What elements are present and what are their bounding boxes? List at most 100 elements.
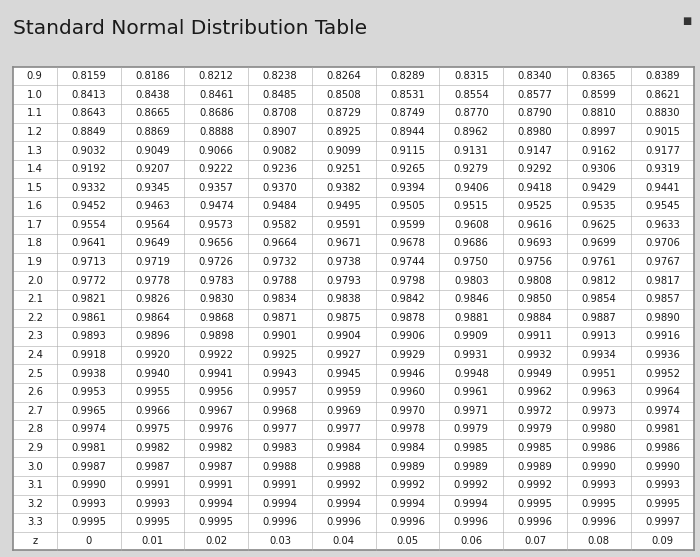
Text: 0.9525: 0.9525 (517, 201, 552, 211)
Text: 0.9957: 0.9957 (262, 387, 298, 397)
Text: 0.9887: 0.9887 (582, 313, 616, 323)
Text: 0.04: 0.04 (332, 536, 355, 546)
Text: 0.9608: 0.9608 (454, 220, 489, 230)
Text: 0.9945: 0.9945 (326, 369, 361, 379)
Text: 0.8980: 0.8980 (518, 127, 552, 137)
Text: 0.9846: 0.9846 (454, 294, 489, 304)
Text: 0.9991: 0.9991 (199, 480, 234, 490)
Text: 0.9995: 0.9995 (135, 517, 170, 527)
Text: 0.9830: 0.9830 (199, 294, 234, 304)
Text: 0.9772: 0.9772 (71, 276, 106, 286)
Text: 2.9: 2.9 (27, 443, 43, 453)
Text: 2.8: 2.8 (27, 424, 43, 434)
Text: 0.9985: 0.9985 (454, 443, 489, 453)
Text: 0.8238: 0.8238 (262, 71, 298, 81)
Text: 0.9941: 0.9941 (199, 369, 234, 379)
Text: 0.9463: 0.9463 (135, 201, 170, 211)
Text: ■: ■ (682, 16, 692, 26)
Text: 0.8997: 0.8997 (581, 127, 616, 137)
Text: 0.9929: 0.9929 (390, 350, 425, 360)
Text: 0.8365: 0.8365 (582, 71, 616, 81)
Text: 0.9931: 0.9931 (454, 350, 489, 360)
Text: 0.9994: 0.9994 (454, 499, 489, 509)
Text: 0.9788: 0.9788 (262, 276, 298, 286)
Text: 0.9292: 0.9292 (517, 164, 552, 174)
Text: 0.9943: 0.9943 (262, 369, 298, 379)
Text: 0.9977: 0.9977 (262, 424, 298, 434)
Text: 0.9: 0.9 (27, 71, 43, 81)
Text: 0.9964: 0.9964 (645, 387, 680, 397)
Text: 0.9963: 0.9963 (581, 387, 616, 397)
Text: 0.9162: 0.9162 (581, 145, 616, 155)
Text: 0.9977: 0.9977 (326, 424, 361, 434)
Text: 0.9761: 0.9761 (581, 257, 616, 267)
Text: 0.9990: 0.9990 (645, 462, 680, 472)
Text: 0.9357: 0.9357 (199, 183, 234, 193)
Text: 0.9959: 0.9959 (326, 387, 361, 397)
Text: 0.9778: 0.9778 (135, 276, 170, 286)
Text: 0.9032: 0.9032 (71, 145, 106, 155)
Bar (13, 67, 694, 550)
Text: 0.9996: 0.9996 (454, 517, 489, 527)
Text: 0.9515: 0.9515 (454, 201, 489, 211)
Text: 0.9177: 0.9177 (645, 145, 680, 155)
Text: 0.9993: 0.9993 (135, 499, 170, 509)
Text: 0.8686: 0.8686 (199, 108, 234, 118)
Text: 0.9767: 0.9767 (645, 257, 680, 267)
Text: 0.9429: 0.9429 (581, 183, 616, 193)
Text: 0.9997: 0.9997 (645, 517, 680, 527)
Text: 0.9656: 0.9656 (199, 238, 234, 248)
Text: 0.9738: 0.9738 (326, 257, 361, 267)
Text: 0.9994: 0.9994 (199, 499, 234, 509)
Text: 0.9857: 0.9857 (645, 294, 680, 304)
Text: 0.9812: 0.9812 (581, 276, 616, 286)
Text: 0.9756: 0.9756 (517, 257, 552, 267)
Text: 0.9564: 0.9564 (135, 220, 170, 230)
Text: 0.9911: 0.9911 (517, 331, 552, 341)
Text: 2.7: 2.7 (27, 406, 43, 416)
Text: 2.2: 2.2 (27, 313, 43, 323)
Text: 0.9990: 0.9990 (71, 480, 106, 490)
Text: 0.9732: 0.9732 (262, 257, 298, 267)
Text: 0.9678: 0.9678 (390, 238, 425, 248)
Text: 0.9996: 0.9996 (326, 517, 361, 527)
Text: 0.9993: 0.9993 (581, 480, 616, 490)
Text: 0.9938: 0.9938 (71, 369, 106, 379)
Text: 0.9834: 0.9834 (262, 294, 298, 304)
Text: 0.9554: 0.9554 (71, 220, 106, 230)
Text: 0.9452: 0.9452 (71, 201, 106, 211)
Text: 2.3: 2.3 (27, 331, 43, 341)
Text: 0.9995: 0.9995 (199, 517, 234, 527)
Text: 0.06: 0.06 (460, 536, 482, 546)
Text: 0.9984: 0.9984 (390, 443, 425, 453)
Text: 0.03: 0.03 (269, 536, 291, 546)
Text: 0.9991: 0.9991 (135, 480, 170, 490)
Text: 0.9750: 0.9750 (454, 257, 489, 267)
Text: 0.9916: 0.9916 (645, 331, 680, 341)
Text: 0.9973: 0.9973 (581, 406, 616, 416)
Text: 0.8962: 0.8962 (454, 127, 489, 137)
Text: 0.8289: 0.8289 (390, 71, 425, 81)
Text: 0.9719: 0.9719 (135, 257, 170, 267)
Text: 0.9798: 0.9798 (390, 276, 425, 286)
Text: 0.9981: 0.9981 (71, 443, 106, 453)
Text: 0.8212: 0.8212 (199, 71, 234, 81)
Text: 0.9699: 0.9699 (581, 238, 616, 248)
Text: 0.9898: 0.9898 (199, 331, 234, 341)
Text: 0.9868: 0.9868 (199, 313, 234, 323)
Text: 0.8621: 0.8621 (645, 90, 680, 100)
Text: 0.9948: 0.9948 (454, 369, 489, 379)
Text: 0.9994: 0.9994 (262, 499, 298, 509)
Text: 0.9901: 0.9901 (262, 331, 298, 341)
Text: 0.9986: 0.9986 (645, 443, 680, 453)
Text: 0.9966: 0.9966 (135, 406, 170, 416)
Text: 0.8888: 0.8888 (199, 127, 234, 137)
Text: 3.1: 3.1 (27, 480, 43, 490)
Text: 0.9995: 0.9995 (581, 499, 616, 509)
Text: 0.9932: 0.9932 (517, 350, 552, 360)
Text: 0.8438: 0.8438 (135, 90, 170, 100)
Text: 0.9686: 0.9686 (454, 238, 489, 248)
Text: 0.9982: 0.9982 (135, 443, 170, 453)
Text: 0.9909: 0.9909 (454, 331, 489, 341)
Text: 0.9955: 0.9955 (135, 387, 170, 397)
